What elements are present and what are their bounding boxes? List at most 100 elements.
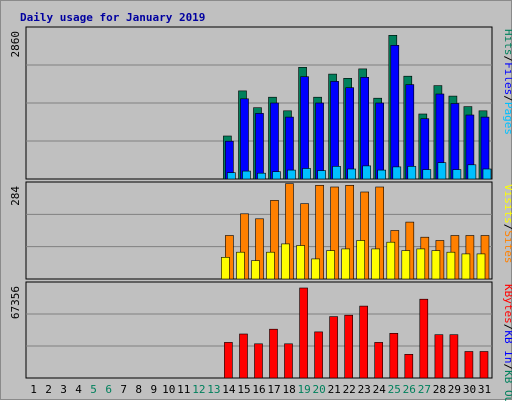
x-tick-label: 14 (222, 383, 236, 396)
legend-item: Pages (502, 102, 512, 135)
bar-pages (377, 169, 387, 180)
bar-files (450, 103, 460, 180)
bar-kbytes (329, 316, 338, 379)
bar-pages (332, 166, 341, 180)
bar-pages (482, 168, 492, 180)
bar-kbytes (254, 343, 263, 379)
legend-item: KB In (502, 330, 512, 363)
bar-kbytes (269, 328, 278, 379)
bar-pages (242, 170, 251, 180)
x-tick-label: 12 (192, 383, 205, 396)
bar-kbytes (464, 351, 474, 379)
bar-files (300, 76, 309, 180)
bar-kbytes (449, 334, 459, 379)
x-tick-label: 29 (448, 383, 461, 396)
bar-files (315, 102, 324, 180)
x-tick-label: 30 (463, 383, 476, 396)
bar-files (285, 116, 294, 180)
bar-pages (422, 169, 432, 180)
bar-kbytes (359, 305, 369, 379)
bar-files (345, 87, 355, 180)
x-tick-label: 28 (433, 383, 446, 396)
x-tick-label: 11 (177, 383, 190, 396)
bar-files (405, 84, 415, 180)
bar-kbytes (434, 334, 444, 379)
x-tick-label: 5 (90, 383, 97, 396)
y-max-label: 2860 (9, 31, 22, 58)
x-tick-label: 17 (267, 383, 280, 396)
bar-visits (296, 245, 305, 280)
bar-pages (437, 162, 447, 180)
bar-visits (251, 260, 260, 280)
x-tick-label: 6 (105, 383, 112, 396)
bar-pages (257, 172, 266, 180)
bar-files (240, 98, 249, 180)
x-tick-label: 24 (373, 383, 387, 396)
bar-visits (461, 253, 471, 280)
bar-visits (371, 248, 381, 280)
bar-visits (236, 251, 245, 280)
x-tick-label: 15 (237, 383, 250, 396)
panel-legend: KBytes/KB In/KB Out (502, 284, 512, 401)
bar-pages (227, 172, 236, 180)
legend-item: Files (502, 62, 512, 95)
legend-item: Hits (502, 29, 512, 56)
x-axis: 1 2 3 4 5 6 7 8 9 10 11 12 13 14 15 16 17 18 19 20 21 22 23 24 2… (30, 383, 491, 396)
bar-files (360, 77, 370, 180)
x-tick-label: 18 (282, 383, 295, 396)
bar-files (375, 102, 385, 180)
chart-title: Daily usage for January 2019 (20, 11, 205, 24)
bar-visits (326, 250, 335, 280)
legend-item: KBytes (502, 284, 512, 324)
x-tick-label: 20 (312, 383, 325, 396)
bar-kbytes (344, 314, 354, 379)
bar-pages (302, 168, 311, 180)
chart-panels: 2860Hits/Files/Pages284Visits/Sites67356… (9, 26, 512, 401)
bar-visits (401, 250, 411, 280)
bar-visits (476, 253, 486, 280)
legend-item: Sites (502, 230, 512, 263)
x-tick-label: 10 (162, 383, 175, 396)
bar-visits (221, 256, 230, 280)
x-tick-label: 16 (252, 383, 265, 396)
bar-pages (287, 169, 296, 180)
x-tick-label: 19 (297, 383, 310, 396)
legend-item: / (502, 324, 512, 331)
x-tick-label: 7 (120, 383, 127, 396)
bar-pages (362, 165, 372, 180)
x-tick-label: 23 (358, 383, 371, 396)
bar-kbytes (314, 331, 323, 379)
x-tick-label: 26 (403, 383, 416, 396)
x-tick-label: 22 (343, 383, 356, 396)
bar-kbytes (389, 332, 399, 379)
x-tick-label: 25 (388, 383, 401, 396)
x-tick-label: 31 (478, 383, 491, 396)
bar-visits (356, 240, 366, 280)
bar-kbytes (479, 351, 489, 379)
panel-legend: Visits/Sites (502, 184, 512, 264)
bar-kbytes (404, 353, 414, 379)
x-tick-label: 27 (418, 383, 431, 396)
x-tick-label: 4 (75, 383, 82, 396)
bar-kbytes (239, 333, 248, 379)
bar-visits (266, 251, 275, 280)
y-max-label: 67356 (9, 286, 22, 319)
bar-pages (317, 170, 326, 180)
x-tick-label: 1 (30, 383, 37, 396)
bar-visits (281, 243, 290, 280)
x-tick-label: 3 (60, 383, 67, 396)
bar-pages (272, 171, 281, 180)
bar-pages (347, 168, 357, 180)
bar-files (330, 81, 339, 180)
y-max-label: 284 (9, 186, 22, 206)
legend-item: / (502, 224, 512, 231)
panel-2: 284 Visits/Sites (9, 181, 512, 280)
bar-kbytes (284, 343, 293, 379)
bar-visits (446, 251, 456, 280)
legend-item: KB Out (502, 370, 512, 401)
bar-kbytes (299, 287, 308, 379)
bar-kbytes (224, 342, 233, 379)
bar-visits (311, 258, 320, 280)
